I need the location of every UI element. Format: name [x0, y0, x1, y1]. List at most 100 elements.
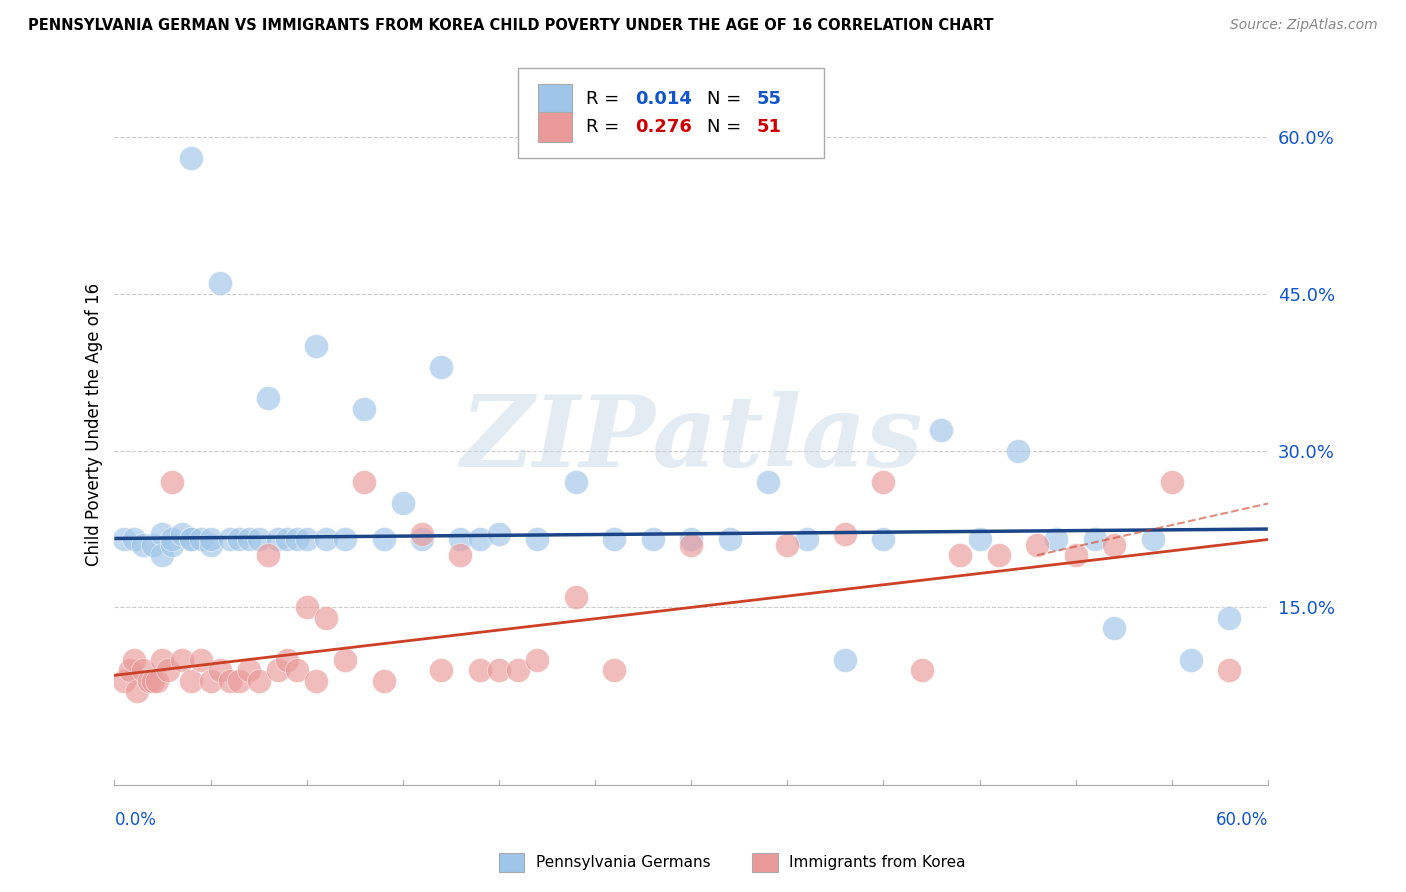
Point [1180, 653, 1202, 667]
Text: 51: 51 [756, 118, 782, 136]
Text: N =: N = [707, 118, 748, 136]
Point [305, 673, 328, 688]
Text: 0.276: 0.276 [634, 118, 692, 136]
Point [160, 533, 183, 547]
Point [200, 673, 222, 688]
Point [142, 673, 165, 688]
Point [285, 533, 308, 547]
Point [138, 673, 160, 688]
Point [776, 538, 799, 552]
Point [1218, 611, 1240, 625]
Point [1160, 475, 1182, 489]
Point [247, 533, 270, 547]
Text: Pennsylvania Germans: Pennsylvania Germans [536, 855, 710, 870]
Text: 0.0%: 0.0% [114, 811, 156, 830]
Point [170, 653, 193, 667]
Point [118, 663, 141, 677]
Point [295, 533, 318, 547]
Point [112, 673, 135, 688]
Point [160, 538, 183, 552]
Point [122, 653, 145, 667]
Point [157, 663, 180, 677]
Point [391, 496, 413, 510]
Point [468, 663, 491, 677]
Point [1142, 533, 1164, 547]
Point [209, 663, 232, 677]
Point [267, 533, 290, 547]
Point [276, 533, 298, 547]
Point [1102, 538, 1125, 552]
Point [565, 475, 588, 489]
Point [468, 533, 491, 547]
Point [872, 475, 894, 489]
Point [180, 533, 202, 547]
Point [112, 533, 135, 547]
Point [796, 533, 818, 547]
Text: PENNSYLVANIA GERMAN VS IMMIGRANTS FROM KOREA CHILD POVERTY UNDER THE AGE OF 16 C: PENNSYLVANIA GERMAN VS IMMIGRANTS FROM K… [28, 18, 994, 33]
Point [1218, 663, 1240, 677]
Point [180, 151, 202, 165]
Point [152, 653, 174, 667]
Point [508, 663, 530, 677]
Text: 0.014: 0.014 [634, 90, 692, 108]
Point [333, 533, 356, 547]
Point [218, 673, 240, 688]
Point [180, 533, 202, 547]
Point [949, 548, 972, 562]
Point [276, 653, 298, 667]
Point [430, 360, 453, 375]
Text: ZIPatlas: ZIPatlas [460, 391, 922, 487]
Point [152, 548, 174, 562]
Point [353, 475, 375, 489]
Point [1084, 533, 1107, 547]
Point [209, 277, 232, 291]
Point [1007, 443, 1029, 458]
Point [333, 653, 356, 667]
Point [295, 600, 318, 615]
Point [373, 533, 395, 547]
Point [218, 533, 240, 547]
Point [526, 533, 548, 547]
Text: 60.0%: 60.0% [1216, 811, 1268, 830]
Point [122, 533, 145, 547]
FancyBboxPatch shape [537, 84, 572, 114]
Point [238, 663, 260, 677]
Point [929, 423, 952, 437]
Point [305, 339, 328, 353]
Point [565, 590, 588, 604]
Text: 55: 55 [756, 90, 782, 108]
Point [127, 684, 149, 698]
Point [488, 663, 510, 677]
Point [152, 527, 174, 541]
Point [267, 663, 290, 677]
Y-axis label: Child Poverty Under the Age of 16: Child Poverty Under the Age of 16 [86, 283, 103, 566]
Point [373, 673, 395, 688]
Point [132, 538, 155, 552]
Point [315, 533, 337, 547]
Point [200, 533, 222, 547]
Point [228, 533, 250, 547]
Point [969, 533, 991, 547]
Point [190, 653, 212, 667]
Point [1102, 621, 1125, 635]
Point [911, 663, 934, 677]
Point [257, 392, 280, 406]
Point [449, 548, 471, 562]
Point [180, 673, 202, 688]
Point [681, 538, 703, 552]
Point [488, 527, 510, 541]
Point [718, 533, 741, 547]
Point [430, 663, 453, 677]
Point [872, 533, 894, 547]
Point [315, 611, 337, 625]
Point [449, 533, 471, 547]
Text: Immigrants from Korea: Immigrants from Korea [789, 855, 966, 870]
Point [145, 673, 167, 688]
Text: R =: R = [586, 118, 626, 136]
Point [756, 475, 779, 489]
Point [160, 475, 183, 489]
Point [247, 673, 270, 688]
Point [526, 653, 548, 667]
Point [1045, 533, 1067, 547]
Text: Source: ZipAtlas.com: Source: ZipAtlas.com [1230, 18, 1378, 32]
